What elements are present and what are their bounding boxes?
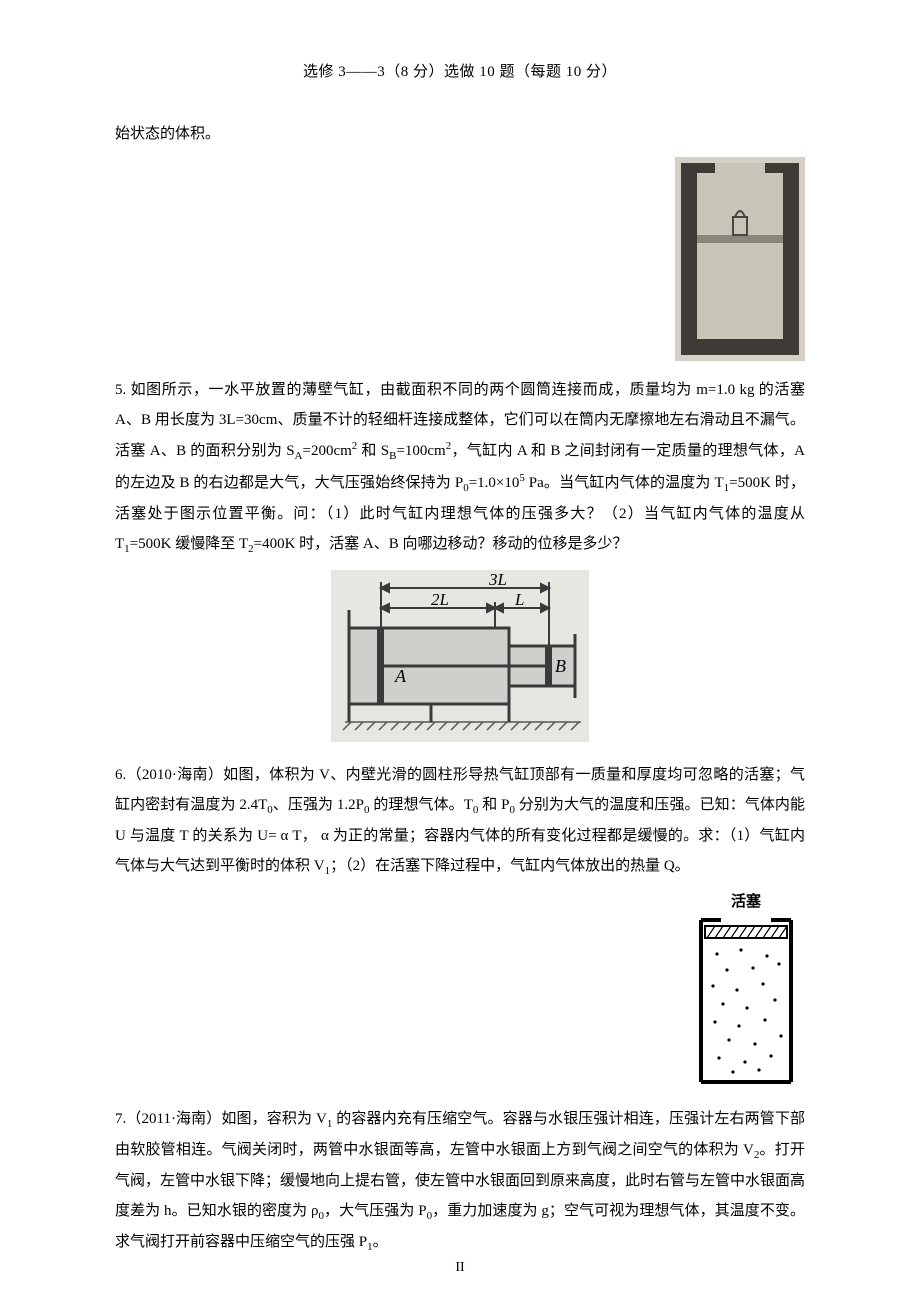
fig4-wall-left: [681, 163, 697, 355]
figure-q6-wrap: 活塞: [115, 890, 805, 1090]
question-5: 5. 如图所示，一水平放置的薄壁气缸，由截面积不同的两个圆筒连接而成，质量均为 …: [115, 375, 805, 560]
question-7: 7.（2011·海南）如图，容积为 V1 的容器内充有压缩空气。容器与水银压强计…: [115, 1104, 805, 1258]
fig5-label-l: L: [514, 590, 524, 609]
question-6: 6.（2010·海南）如图，体积为 V、内壁光滑的圆柱形导热气缸顶部有一质量和厚…: [115, 760, 805, 882]
fragment-top: 始状态的体积。: [115, 119, 805, 149]
fig5-piston-b: [545, 646, 552, 686]
figure-q5: 3L 2L L A B: [331, 570, 589, 742]
fig4-cavity: [697, 163, 783, 339]
page-number: II: [0, 1260, 920, 1276]
fig5-label-a: A: [394, 666, 407, 686]
fig4-wall-bottom: [681, 339, 799, 355]
figure-q5-wrap: 3L 2L L A B: [115, 570, 805, 742]
fig5-label-b: B: [555, 656, 566, 676]
fig6-label-piston: 活塞: [731, 892, 762, 910]
figure-q6: 活塞: [687, 890, 805, 1090]
figure-q4: [675, 157, 805, 361]
fig4-piston: [697, 235, 783, 243]
fig4-lip-left: [681, 163, 715, 173]
fig4-lip-right: [765, 163, 799, 173]
fig4-wall-right: [783, 163, 799, 355]
page-header: 选修 3——3（8 分）选做 10 题（每题 10 分）: [115, 60, 805, 81]
figure-q4-wrap: [115, 157, 805, 361]
fig5-label-3l: 3L: [488, 570, 507, 589]
fig5-piston-a: [377, 628, 384, 704]
fig5-label-2l: 2L: [431, 590, 449, 609]
